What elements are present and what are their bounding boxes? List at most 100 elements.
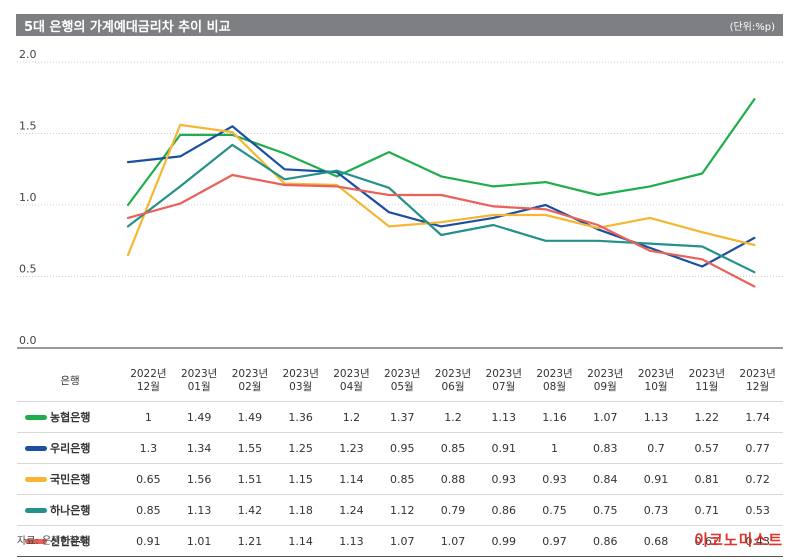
data-value-cell: 0.83 (579, 432, 631, 464)
data-value-cell: 1.42 (224, 494, 276, 526)
column-month: 11월 (695, 381, 719, 393)
column-header: 2023년 05월 (377, 361, 428, 402)
column-year: 2023년 (282, 368, 319, 380)
data-value-cell: 0.43 (732, 525, 783, 557)
data-value-cell: 1.37 (376, 401, 428, 433)
column-header: 2022년 12월 (123, 361, 174, 402)
column-month: 01월 (187, 381, 211, 393)
data-value-cell: 1.01 (173, 525, 225, 557)
data-value-cell: 0.75 (529, 494, 580, 526)
data-value-cell: 1.13 (630, 401, 682, 433)
data-value-cell: 1.16 (529, 401, 580, 433)
data-value-cell: 0.91 (630, 463, 682, 495)
column-header: 2023년 12월 (732, 361, 783, 402)
data-value-cell: 1.55 (224, 432, 276, 464)
table-corner-label: 은행 (60, 374, 80, 387)
column-year: 2023년 (434, 368, 472, 380)
data-value-cell: 0.62 (681, 525, 733, 557)
column-month: 08월 (542, 381, 567, 393)
table-row: 우리은행 1.3 1.34 1.55 1.25 1.23 0.95 0.85 0.91 1 0.83… (17, 432, 783, 464)
column-year: 2023년 (688, 368, 725, 380)
column-month: 07월 (492, 381, 516, 393)
data-value-cell: 1.22 (681, 401, 733, 433)
legend-swatch (25, 476, 47, 482)
column-header: 2023년 11월 (681, 361, 732, 402)
column-year: 2023년 (536, 368, 573, 380)
data-value-cell: 0.86 (579, 525, 631, 557)
data-value-cell: 1 (123, 401, 174, 433)
line-chart: 2.0 1.5 1.0 0.5 0.0 (17, 48, 783, 349)
data-value-cell: 1.36 (275, 401, 327, 433)
column-year: 2022년 (130, 368, 167, 380)
column-year: 2023년 (333, 368, 370, 380)
legend-label: 우리은행 (50, 442, 91, 455)
column-month: 09월 (593, 381, 617, 393)
data-value-cell: 1.13 (326, 525, 377, 557)
y-tick-label: 1.0 (19, 191, 37, 204)
data-value-cell: 1.23 (326, 432, 377, 464)
table-row: 국민은행 0.65 1.56 1.51 1.15 1.14 0.85 0.88 0.93 0.93… (17, 463, 783, 495)
data-value-cell: 0.85 (376, 463, 428, 495)
column-month: 12월 (136, 381, 160, 393)
brand-logo: 이코노미스트 (694, 531, 783, 549)
data-value-cell: 1 (529, 432, 580, 464)
data-value-cell: 0.73 (630, 494, 682, 526)
data-value-cell: 1.49 (224, 401, 276, 433)
series-line-3 (126, 123, 756, 257)
data-value-cell: 0.93 (529, 463, 580, 495)
legend-label: 신한은행 (50, 535, 91, 548)
y-tick-label: 0.0 (19, 334, 37, 347)
legend-swatch (25, 538, 47, 544)
data-value-cell: 1.3 (123, 432, 174, 464)
data-value-cell: 1.13 (173, 494, 225, 526)
data-value-cell: 1.49 (173, 401, 225, 433)
table-body: 농협은행 1 1.49 1.49 1.36 1.2 1.37 1.2 1.13 1.16 1.07 1… (17, 401, 783, 557)
data-value-cell: 1.24 (326, 494, 377, 526)
data-value-cell: 0.93 (478, 463, 530, 495)
data-value-cell: 0.81 (681, 463, 733, 495)
table-row: 신한은행 0.91 1.01 1.21 1.14 1.13 1.07 1.07 0.99 0.97… (17, 525, 783, 557)
column-year: 2023년 (384, 368, 421, 380)
column-year: 2023년 (587, 368, 624, 380)
table-row: 하나은행 0.85 1.13 1.42 1.18 1.24 1.12 0.79 0.86 0.75… (17, 494, 783, 526)
table-header-row: 은행 2022년 12월 2023년 01월 2023년 02월 2023년 03월 2023년… (17, 361, 783, 402)
series-line-5 (126, 173, 756, 288)
y-tick-label: 2.0 (19, 48, 37, 61)
legend-entry: 국민은행 (17, 463, 123, 495)
column-header: 2023년 10월 (631, 361, 682, 402)
legend-label: 국민은행 (50, 473, 91, 486)
data-value-cell: 0.53 (732, 494, 783, 526)
data-value-cell: 1.07 (427, 525, 479, 557)
column-year: 2023년 (180, 368, 218, 380)
column-year: 2023년 (485, 368, 522, 380)
data-value-cell: 0.85 (427, 432, 479, 464)
column-header: 2023년 03월 (275, 361, 326, 402)
column-month: 05월 (390, 381, 414, 393)
y-tick-label: 1.5 (19, 120, 37, 133)
column-header: 2023년 08월 (529, 361, 580, 402)
data-value-cell: 1.56 (173, 463, 225, 495)
data-value-cell: 1.2 (326, 401, 377, 433)
column-header: 2023년 01월 (174, 361, 225, 402)
legend-swatch (25, 445, 47, 451)
data-value-cell: 0.88 (427, 463, 479, 495)
data-value-cell: 0.95 (376, 432, 428, 464)
table-row: 농협은행 1 1.49 1.49 1.36 1.2 1.37 1.2 1.13 1.16 1.07 1… (17, 401, 783, 433)
y-tick-label: 0.5 (19, 263, 37, 276)
series-line-1 (126, 98, 756, 207)
data-value-cell: 1.25 (275, 432, 327, 464)
data-value-cell: 0.57 (681, 432, 733, 464)
title-bar: 5대 은행의 가계예대금리차 추이 비교 (단위:%p) (16, 14, 783, 36)
legend-entry: 신한은행 (17, 525, 123, 557)
legend-swatch (25, 414, 47, 420)
data-value-cell: 1.14 (275, 525, 327, 557)
column-year: 2023년 (739, 368, 776, 380)
column-month: 02월 (238, 381, 262, 393)
data-value-cell: 1.18 (275, 494, 327, 526)
column-header: 2023년 04월 (326, 361, 377, 402)
column-year: 2023년 (637, 368, 675, 380)
data-value-cell: 1.2 (427, 401, 479, 433)
legend-entry: 농협은행 (17, 401, 123, 433)
legend-swatch (25, 507, 47, 513)
data-value-cell: 0.7 (630, 432, 682, 464)
